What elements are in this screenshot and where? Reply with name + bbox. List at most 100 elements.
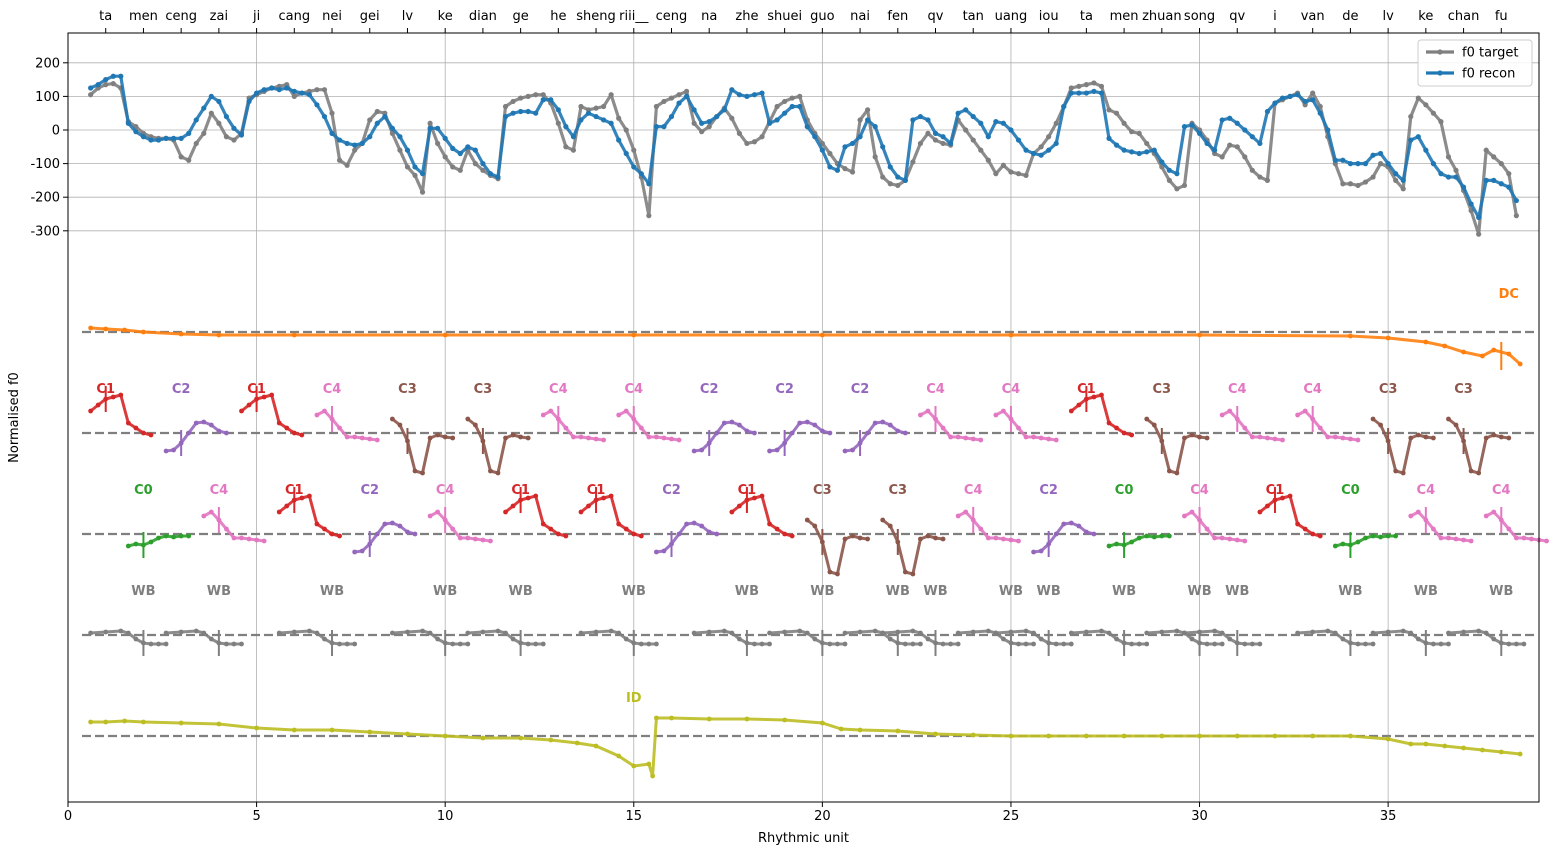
- f0-target-point: [193, 140, 199, 147]
- c-row1-atom-point: [1129, 432, 1135, 438]
- wb-row-atom-point: [450, 641, 456, 647]
- f0-target-point: [940, 140, 946, 147]
- id-point: [1310, 733, 1316, 739]
- f0-recon-point: [1430, 161, 1436, 167]
- wb-row-atom-point: [322, 636, 327, 642]
- c-row1-atom-point: [1076, 402, 1082, 408]
- c-row2-atom-point: [1385, 533, 1391, 539]
- f0-recon-point: [110, 73, 116, 79]
- f0-recon-point: [1046, 147, 1052, 153]
- c-row1-atom-point: [284, 425, 290, 431]
- c-row2-atom-point: [1083, 529, 1089, 535]
- c-row2-atom-label: C3: [888, 483, 907, 498]
- wb-row-atom-point: [389, 630, 395, 636]
- c-row2-atom-point: [1332, 543, 1338, 549]
- wb-row-atom-label: WB: [207, 584, 231, 599]
- c-row1-atom-point: [1016, 425, 1021, 431]
- dc-point: [1480, 353, 1485, 359]
- wb-row-atom-point: [1370, 630, 1376, 636]
- f0-recon-point: [865, 117, 871, 123]
- c-row2-atom-label: C4: [1190, 483, 1209, 498]
- c-row1-atom-point: [1370, 416, 1376, 422]
- c-row1-atom-point: [1174, 470, 1180, 476]
- c-row1-atom-point: [767, 448, 772, 454]
- f0-recon-point: [1189, 122, 1195, 128]
- f0-target-point: [917, 140, 924, 147]
- id-label: ID: [626, 691, 642, 706]
- c-row2-atom-label: C4: [436, 483, 455, 498]
- wb-row-atom-point: [163, 641, 169, 647]
- wb-row-atom-point: [993, 630, 999, 636]
- wb-row-atom-point: [1295, 630, 1301, 636]
- c-row2-atom-point: [638, 533, 644, 539]
- c-row2-atom-point: [857, 535, 863, 541]
- wb-row-atom-point: [1219, 630, 1225, 636]
- wb-row-atom-point: [827, 641, 833, 647]
- c-row1-atom-point: [1257, 434, 1263, 440]
- f0-recon-point: [842, 144, 848, 150]
- f0-target-point: [1219, 154, 1225, 160]
- c-row2-atom-point: [465, 535, 471, 541]
- f0-recon-point: [895, 174, 901, 180]
- x-tick-label: 25: [1003, 809, 1020, 824]
- wb-row-atom-point: [1310, 629, 1316, 635]
- c-row1-atom-label: C4: [1303, 382, 1322, 397]
- f0-target-point: [510, 98, 516, 105]
- f0-recon-point: [676, 100, 682, 106]
- c-row1-atom-label: C4: [323, 382, 342, 397]
- f0-target-point: [1491, 154, 1497, 160]
- c-row1-atom-point: [1408, 435, 1414, 441]
- c-row1-atom-point: [224, 430, 229, 436]
- y-tick-label: 0: [52, 124, 60, 139]
- c-row1-atom-c3: [391, 417, 453, 475]
- f0-target-point: [593, 105, 599, 111]
- f0-recon-point: [985, 134, 991, 140]
- f0-recon-point: [269, 85, 275, 91]
- legend-marker: [1437, 49, 1443, 55]
- wb-row-atom-point: [1242, 641, 1248, 647]
- c-row1-atom-point: [1151, 422, 1157, 428]
- syllable-label: nai: [850, 9, 870, 24]
- f0-target-point: [1445, 154, 1452, 160]
- c-row1-atom-point: [397, 422, 403, 428]
- c-row2-atom-point: [1234, 537, 1240, 543]
- f0-target-point: [321, 87, 328, 93]
- f0-target-point: [676, 92, 682, 98]
- f0-recon-point: [1453, 174, 1459, 180]
- id-point: [838, 726, 844, 732]
- f0-recon-point: [1491, 177, 1497, 183]
- c-row2-atom-point: [623, 526, 629, 532]
- f0-target-point: [1113, 110, 1120, 116]
- f0-target-point: [1438, 119, 1444, 125]
- f0-target-point: [291, 93, 297, 99]
- c-row1-atom-label: C3: [398, 382, 417, 397]
- wb-row-atom-point: [193, 628, 199, 634]
- f0-recon-point: [857, 134, 863, 140]
- c-row1-atom-point: [586, 435, 591, 441]
- wb-row-atom-point: [880, 630, 886, 636]
- wb-row-atom-point: [125, 630, 131, 636]
- c-row2-atom-point: [985, 535, 991, 541]
- wb-row-atom-point: [1227, 636, 1233, 642]
- f0-recon-point: [1355, 161, 1361, 167]
- id-point: [654, 715, 659, 721]
- f0-target-point: [208, 110, 214, 116]
- f0-recon-point: [133, 129, 139, 135]
- c-row2-atom-label: C1: [738, 483, 757, 498]
- y-tick-label: 100: [35, 90, 60, 105]
- dc-point: [122, 327, 127, 333]
- c-row2-atom-point: [1302, 526, 1308, 532]
- syllable-label: men: [1110, 9, 1139, 24]
- syllable-label: cang: [279, 9, 311, 24]
- f0-recon-point: [178, 135, 184, 141]
- c-row1-atom-point: [963, 435, 969, 441]
- f0-recon-point: [1400, 177, 1406, 183]
- c-row2-atom-point: [525, 495, 531, 501]
- f0-target-point: [1106, 107, 1112, 113]
- c-row1-atom-point: [1483, 435, 1489, 441]
- id-point: [254, 725, 259, 731]
- c-row1-atom-point: [1227, 408, 1233, 414]
- wb-row-atom-point: [1446, 630, 1451, 636]
- f0-recon-point: [201, 105, 207, 111]
- c-row2-atom-point: [654, 549, 659, 555]
